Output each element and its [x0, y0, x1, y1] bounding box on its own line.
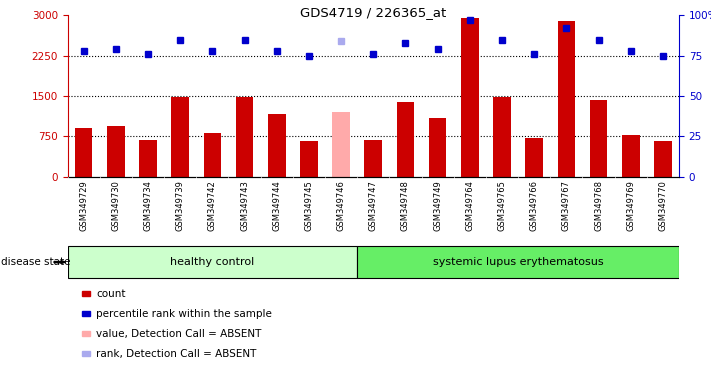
Bar	[557, 21, 575, 177]
FancyBboxPatch shape	[68, 246, 357, 278]
Text: GSM349734: GSM349734	[144, 180, 152, 231]
Text: GSM349766: GSM349766	[530, 180, 539, 231]
Text: GSM349768: GSM349768	[594, 180, 603, 231]
Text: GSM349748: GSM349748	[401, 180, 410, 231]
Text: value, Detection Call = ABSENT: value, Detection Call = ABSENT	[96, 329, 262, 339]
Text: GSM349739: GSM349739	[176, 180, 185, 231]
Text: GSM349749: GSM349749	[433, 180, 442, 231]
Bar	[268, 114, 286, 177]
Bar	[429, 118, 447, 177]
Text: rank, Detection Call = ABSENT: rank, Detection Call = ABSENT	[96, 349, 257, 359]
Text: GSM349770: GSM349770	[658, 180, 668, 231]
Bar	[107, 126, 124, 177]
FancyBboxPatch shape	[357, 246, 679, 278]
Text: GDS4719 / 226365_at: GDS4719 / 226365_at	[300, 6, 447, 19]
Text: GSM349744: GSM349744	[272, 180, 282, 231]
Bar	[622, 135, 640, 177]
Bar	[525, 138, 543, 177]
Bar	[493, 97, 510, 177]
Text: GSM349769: GSM349769	[626, 180, 635, 231]
Text: GSM349765: GSM349765	[498, 180, 506, 231]
Text: GSM349729: GSM349729	[79, 180, 88, 231]
Text: GSM349767: GSM349767	[562, 180, 571, 231]
Text: GSM349742: GSM349742	[208, 180, 217, 231]
Bar	[461, 18, 479, 177]
Text: GSM349746: GSM349746	[336, 180, 346, 231]
Bar	[300, 141, 318, 177]
Text: GSM349747: GSM349747	[369, 180, 378, 231]
Bar	[171, 97, 189, 177]
Text: GSM349764: GSM349764	[465, 180, 474, 231]
Text: GSM349745: GSM349745	[304, 180, 314, 231]
Text: GSM349743: GSM349743	[240, 180, 249, 231]
Text: count: count	[96, 289, 125, 299]
Bar	[139, 140, 157, 177]
Bar	[589, 100, 607, 177]
Text: disease state: disease state	[1, 257, 71, 267]
Bar	[397, 102, 415, 177]
Bar	[75, 128, 92, 177]
Text: systemic lupus erythematosus: systemic lupus erythematosus	[433, 257, 604, 267]
Text: GSM349730: GSM349730	[112, 180, 120, 231]
Text: healthy control: healthy control	[170, 257, 255, 267]
Bar	[654, 141, 672, 177]
Text: percentile rank within the sample: percentile rank within the sample	[96, 309, 272, 319]
Bar	[203, 132, 221, 177]
Bar	[365, 140, 382, 177]
Bar	[332, 112, 350, 177]
Bar	[235, 96, 253, 177]
